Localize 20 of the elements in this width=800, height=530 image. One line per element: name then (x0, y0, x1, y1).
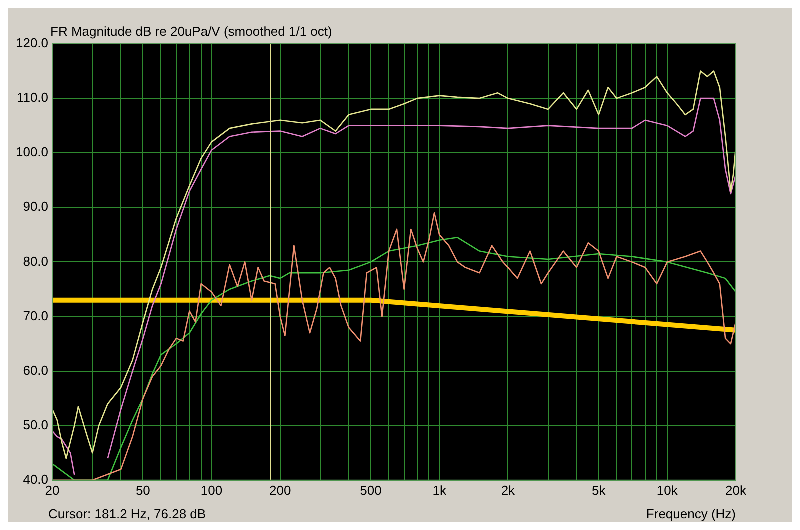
y-tick-label: 120.0 (16, 36, 49, 51)
y-tick-label: 110.0 (16, 90, 49, 106)
x-tick-label: 5k (592, 482, 606, 498)
y-tick-label: 90.0 (23, 199, 49, 214)
x-tick-label: 200 (270, 482, 292, 498)
x-tick-label: 500 (360, 482, 382, 498)
chart-title: FR Magnitude dB re 20uPa/V (smoothed 1/1 oct) (50, 24, 332, 39)
y-tick-label: 50.0 (23, 417, 49, 432)
x-tick-label: 10k (656, 482, 678, 498)
x-axis-title: Frequency (Hz) (646, 506, 736, 522)
y-tick-label: 100.0 (16, 144, 49, 160)
y-tick-label: 60.0 (23, 362, 49, 378)
text: Cursor: 181.2 Hz, 76.28 dB (48, 506, 206, 522)
x-tick-label: 2k (501, 482, 516, 498)
y-tick-label: 80.0 (23, 254, 49, 269)
x-tick-label: 50 (136, 482, 150, 498)
y-tick-label: 70.0 (23, 308, 49, 324)
x-tick-label: 100 (200, 482, 223, 498)
x-tick-label: 20k (726, 482, 747, 498)
x-tick-label: 1k (432, 482, 447, 498)
